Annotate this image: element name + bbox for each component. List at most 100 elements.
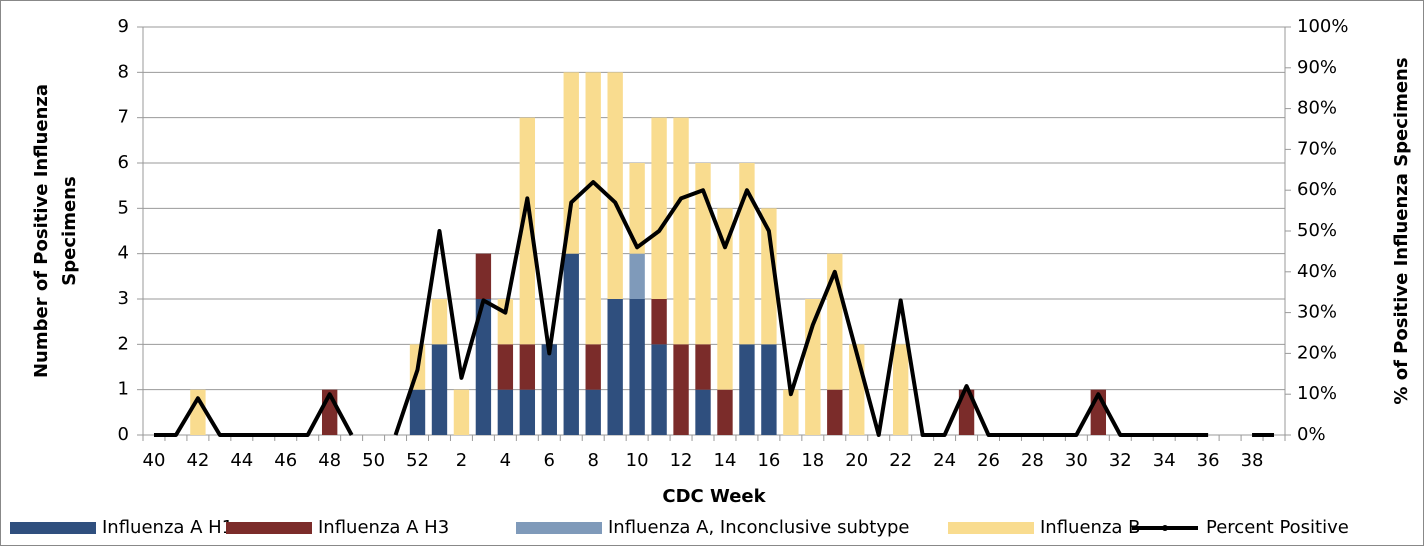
x-tick-label: 34	[1153, 450, 1176, 471]
bar	[805, 299, 821, 435]
y2-tick-label: 60%	[1297, 179, 1337, 200]
y2-tick-label: 30%	[1297, 302, 1337, 323]
y-tick-label: 7	[118, 107, 129, 128]
x-tick-label: 48	[318, 450, 341, 471]
x-tick-label: 14	[714, 450, 737, 471]
y2-tick-label: 40%	[1297, 261, 1337, 282]
x-tick-label: 46	[274, 450, 297, 471]
bar	[431, 344, 448, 435]
x-tick-label: 50	[362, 450, 385, 471]
legend-label: Influenza B	[1040, 517, 1141, 538]
bar	[673, 344, 689, 435]
x-tick-label: 44	[230, 450, 253, 471]
y-axis-title: Specimens	[59, 176, 80, 285]
y-tick-label: 2	[118, 333, 129, 354]
y2-tick-label: 10%	[1297, 383, 1337, 404]
bar	[892, 344, 909, 435]
y-tick-label: 6	[118, 152, 129, 173]
bar	[453, 389, 470, 435]
bar	[958, 389, 975, 435]
y-tick-label: 4	[118, 243, 129, 264]
bar	[695, 344, 711, 390]
x-tick-label: 10	[626, 450, 649, 471]
y-tick-label: 5	[118, 197, 129, 218]
bar	[739, 344, 755, 435]
y-axis-title: Number of Positive Influenza	[31, 84, 52, 378]
bar	[651, 299, 667, 345]
x-tick-label: 52	[406, 450, 429, 471]
y2-tick-label: 0%	[1297, 424, 1326, 445]
x-tick-label: 24	[933, 450, 956, 471]
bar	[607, 72, 623, 299]
bar	[761, 208, 777, 345]
bar	[519, 389, 536, 435]
y2-axis-title: % of Positive Influenza Specimens	[1391, 57, 1412, 404]
legend-swatch	[226, 522, 312, 534]
y2-tick-label: 100%	[1297, 16, 1348, 37]
x-tick-label: 16	[757, 450, 780, 471]
y-tick-label: 9	[118, 16, 129, 37]
bar	[827, 389, 843, 435]
x-tick-label: 22	[889, 450, 912, 471]
y2-tick-label: 50%	[1297, 220, 1337, 241]
x-tick-label: 40	[143, 450, 166, 471]
legend-swatch	[948, 522, 1034, 534]
legend-swatch	[516, 522, 602, 534]
legend-label: Influenza A, Inconclusive subtype	[608, 517, 910, 538]
legend-label: Influenza A H1	[102, 517, 233, 538]
bar	[717, 389, 733, 435]
x-tick-label: 38	[1241, 450, 1264, 471]
x-tick-label: 42	[186, 450, 209, 471]
x-tick-label: 26	[977, 450, 1000, 471]
bar	[673, 117, 689, 345]
bar	[431, 299, 448, 345]
bar	[651, 344, 667, 435]
bar	[629, 163, 645, 254]
y-tick-label: 3	[118, 288, 129, 309]
legend-swatch	[10, 522, 96, 534]
bar	[409, 389, 426, 435]
x-tick-label: 6	[544, 450, 555, 471]
bar	[783, 389, 799, 435]
legend-label: Percent Positive	[1206, 517, 1349, 538]
x-tick-label: 8	[587, 450, 598, 471]
y-tick-label: 8	[118, 61, 129, 82]
bar	[695, 163, 711, 345]
x-tick-label: 30	[1065, 450, 1088, 471]
line	[153, 180, 1275, 437]
y-tick-label: 0	[118, 424, 129, 445]
bar	[519, 117, 536, 345]
x-tick-label: 36	[1197, 450, 1220, 471]
bar	[717, 208, 733, 390]
bar	[585, 389, 601, 435]
legend-label: Influenza A H3	[318, 517, 449, 538]
bar	[739, 163, 755, 345]
bar	[761, 344, 777, 435]
x-tick-label: 2	[456, 450, 467, 471]
bar	[695, 389, 711, 435]
bar	[629, 253, 645, 299]
bar	[585, 72, 601, 345]
bar	[475, 253, 492, 299]
y-tick-label: 1	[118, 379, 129, 400]
bar	[563, 253, 579, 435]
bar	[651, 117, 667, 300]
bar	[607, 299, 623, 435]
x-tick-label: 20	[845, 450, 868, 471]
bar	[585, 344, 601, 390]
bar	[629, 299, 645, 435]
bar	[563, 72, 579, 254]
legend-marker	[1162, 525, 1168, 531]
y2-tick-label: 90%	[1297, 57, 1337, 78]
y2-tick-label: 70%	[1297, 138, 1337, 159]
x-axis-title: CDC Week	[662, 486, 766, 507]
bar	[497, 389, 514, 435]
x-tick-label: 28	[1021, 450, 1044, 471]
x-tick-label: 18	[801, 450, 824, 471]
bar	[497, 344, 514, 390]
bar	[541, 344, 557, 435]
bar	[519, 344, 536, 390]
y2-tick-label: 20%	[1297, 342, 1337, 363]
